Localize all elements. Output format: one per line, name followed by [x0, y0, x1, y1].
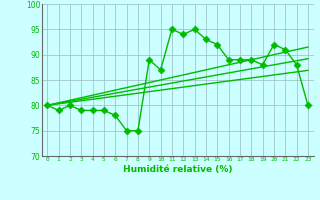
X-axis label: Humidité relative (%): Humidité relative (%): [123, 165, 232, 174]
